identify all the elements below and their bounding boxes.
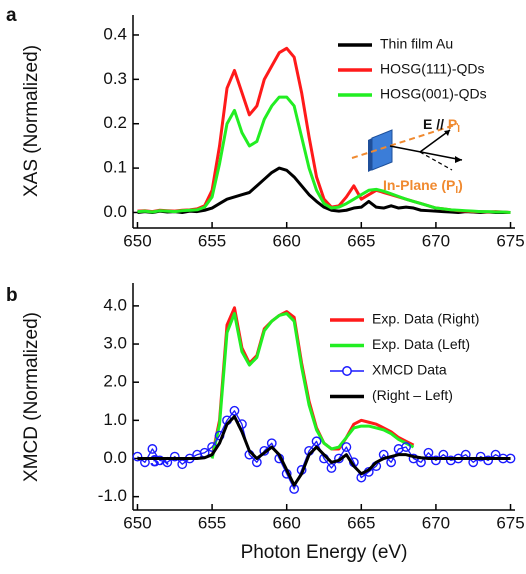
annotation: I bbox=[455, 185, 458, 196]
legend-label: Exp. Data (Left) bbox=[372, 336, 470, 352]
data-point bbox=[229, 405, 240, 416]
e-vector-dashed bbox=[419, 151, 453, 171]
series-line bbox=[210, 312, 415, 459]
x-tick-label: 675 bbox=[496, 231, 524, 250]
x-tick-label: 670 bbox=[422, 231, 450, 250]
annotation: E // bbox=[423, 116, 444, 132]
legend-marker bbox=[342, 366, 352, 376]
x-tick-label: 655 bbox=[198, 513, 226, 532]
annotation: ) bbox=[458, 177, 463, 193]
data-point bbox=[431, 455, 441, 466]
legend-label: (Right – Left) bbox=[372, 387, 453, 403]
data-point bbox=[326, 463, 337, 473]
data-point bbox=[311, 436, 322, 447]
inset-sketch bbox=[351, 123, 463, 172]
x-tick-label: 650 bbox=[123, 231, 151, 250]
y-tick-label: 1.0 bbox=[103, 410, 127, 429]
data-point bbox=[483, 455, 494, 466]
data-point bbox=[423, 447, 434, 458]
data-point bbox=[401, 442, 411, 452]
y-tick-label: 0.0 bbox=[103, 202, 127, 221]
arrow-head bbox=[455, 156, 462, 163]
annotation: P bbox=[448, 116, 457, 132]
x-tick-label: 670 bbox=[422, 513, 450, 532]
sample-edge bbox=[368, 138, 372, 172]
x-tick-label: 665 bbox=[347, 231, 375, 250]
x-tick-label: 660 bbox=[273, 513, 301, 532]
y-tick-label: 0.2 bbox=[103, 113, 127, 132]
x-tick-label: 650 bbox=[123, 513, 151, 532]
x-tick-label: 655 bbox=[198, 231, 226, 250]
y-tick-label: -1.0 bbox=[98, 486, 127, 505]
arrow-head bbox=[444, 130, 450, 136]
y-tick-label: 0.0 bbox=[103, 448, 127, 467]
annotation: In-Plane (P bbox=[383, 177, 455, 193]
data-point bbox=[132, 451, 143, 462]
x-tick-label: 665 bbox=[347, 513, 375, 532]
y-tick-label: 0.3 bbox=[103, 69, 127, 88]
plane-line bbox=[351, 123, 459, 159]
y-tick-label: 3.0 bbox=[103, 334, 127, 353]
y-tick-label: 2.0 bbox=[103, 372, 127, 391]
y-axis-label: XMCD (Normalized) bbox=[21, 312, 42, 482]
x-tick-label: 675 bbox=[496, 513, 524, 532]
beam-line bbox=[389, 145, 463, 161]
annotation: E // PI bbox=[423, 116, 460, 135]
data-point bbox=[147, 444, 158, 454]
y-tick-label: 0.1 bbox=[103, 158, 127, 177]
data-point bbox=[169, 451, 180, 462]
x-tick-label: 660 bbox=[273, 231, 301, 250]
y-tick-label: 0.4 bbox=[103, 24, 127, 43]
annotation: I bbox=[457, 124, 460, 135]
data-point bbox=[475, 451, 486, 462]
series-line bbox=[137, 410, 511, 490]
series-line bbox=[137, 166, 511, 214]
x-axis-label: Photon Energy (eV) bbox=[241, 542, 408, 563]
legend-label: HOSG(111)-QDs bbox=[380, 61, 485, 77]
series-line bbox=[137, 415, 511, 487]
legend-label: HOSG(001)-QDs bbox=[380, 86, 487, 102]
legend-label: Thin film Au bbox=[380, 36, 453, 52]
e-vector bbox=[419, 129, 451, 153]
annotation: In-Plane (PI) bbox=[383, 177, 463, 196]
panel-label: b bbox=[6, 285, 18, 306]
legend-label: XMCD Data bbox=[372, 362, 447, 378]
y-tick-label: 4.0 bbox=[103, 295, 127, 314]
data-point bbox=[341, 442, 352, 452]
legend-label: Exp. Data (Right) bbox=[372, 311, 479, 327]
series-line bbox=[137, 95, 511, 214]
y-axis-label: XAS (Normalized) bbox=[21, 45, 42, 197]
panel-label: a bbox=[6, 5, 17, 26]
data-point bbox=[177, 459, 188, 470]
